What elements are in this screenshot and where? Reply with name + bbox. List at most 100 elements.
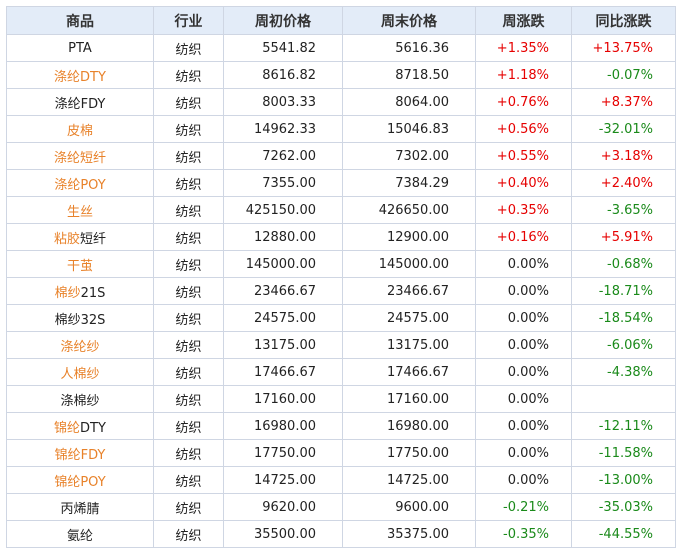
week-start-price-cell: 12880.00 [223,223,343,251]
commodity-name-cell: 棉纱21S [6,277,154,305]
week-change-cell: 0.00% [475,412,572,440]
week-change-cell: -0.35% [475,520,572,548]
commodity-name-cell: 人棉纱 [6,358,154,386]
yoy-change-cell: +2.40% [571,169,676,197]
yoy-change-cell: -35.03% [571,493,676,521]
yoy-change-cell [571,385,676,413]
week-change-cell: +1.18% [475,61,572,89]
commodity-name-cell: 棉纱32S [6,304,154,332]
header-week-start-price: 周初价格 [223,6,343,35]
table-row: 锦纶POY 纺织 14725.00 14725.00 0.00% -13.00% [6,466,676,494]
table-row: 涤纶DTY 纺织 8616.82 8718.50 +1.18% -0.07% [6,61,676,89]
week-end-price-cell: 24575.00 [342,304,476,332]
week-end-price-cell: 17160.00 [342,385,476,413]
header-week-end-price: 周末价格 [342,6,476,35]
commodity-name-text: 涤棉纱 [60,393,100,409]
commodity-name-link[interactable]: 干茧 [66,258,93,274]
table-row: 皮棉 纺织 14962.33 15046.83 +0.56% -32.01% [6,115,676,143]
week-change-cell: 0.00% [475,439,572,467]
commodity-price-table: 商品 行业 周初价格 周末价格 周涨跌 同比涨跌 PTA 纺织 5541.82 561… [6,6,676,548]
week-end-price-cell: 7384.29 [342,169,476,197]
week-end-price-cell: 8064.00 [342,88,476,116]
commodity-name-cell: 粘胶短纤 [6,223,154,251]
commodity-name-suffix: DTY [80,420,106,436]
industry-cell: 纺织 [153,250,224,278]
week-start-price-cell: 8616.82 [223,61,343,89]
industry-cell: 纺织 [153,385,224,413]
week-start-price-cell: 24575.00 [223,304,343,332]
industry-cell: 纺织 [153,493,224,521]
week-start-price-cell: 7262.00 [223,142,343,170]
commodity-name-link[interactable]: 棉纱 [54,285,81,301]
table-row: 干茧 纺织 145000.00 145000.00 0.00% -0.68% [6,250,676,278]
commodity-name-cell: 皮棉 [6,115,154,143]
table-row: 锦纶FDY 纺织 17750.00 17750.00 0.00% -11.58% [6,439,676,467]
commodity-name-link[interactable]: 涤纶短纤 [53,150,106,166]
yoy-change-cell: +13.75% [571,34,676,62]
week-start-price-cell: 16980.00 [223,412,343,440]
commodity-name-text: 涤纶FDY [54,96,106,112]
commodity-name-link[interactable]: 锦纶 [54,420,81,436]
industry-cell: 纺织 [153,88,224,116]
industry-cell: 纺织 [153,331,224,359]
commodity-name-link[interactable]: 人棉纱 [60,366,100,382]
commodity-name-cell: 涤纶FDY [6,88,154,116]
commodity-name-link[interactable]: 锦纶FDY [54,447,106,463]
industry-cell: 纺织 [153,277,224,305]
header-commodity: 商品 [6,6,154,35]
week-change-cell: 0.00% [475,466,572,494]
commodity-name-cell: 涤纶短纤 [6,142,154,170]
commodity-name-cell: 涤纶POY [6,169,154,197]
table-row: 锦纶DTY 纺织 16980.00 16980.00 0.00% -12.11% [6,412,676,440]
industry-cell: 纺织 [153,439,224,467]
yoy-change-cell: -32.01% [571,115,676,143]
week-end-price-cell: 16980.00 [342,412,476,440]
commodity-name-cell: 锦纶POY [6,466,154,494]
industry-cell: 纺织 [153,61,224,89]
commodity-name-link[interactable]: 生丝 [66,204,93,220]
table-body: PTA 纺织 5541.82 5616.36 +1.35% +13.75% 涤纶DTY 纺织 8… [6,34,676,548]
commodity-name-cell: 涤纶纱 [6,331,154,359]
week-start-price-cell: 8003.33 [223,88,343,116]
week-change-cell: -0.21% [475,493,572,521]
yoy-change-cell: -4.38% [571,358,676,386]
week-start-price-cell: 17160.00 [223,385,343,413]
commodity-name-text: 棉纱32S [54,312,106,328]
table-row: 人棉纱 纺织 17466.67 17466.67 0.00% -4.38% [6,358,676,386]
week-start-price-cell: 14962.33 [223,115,343,143]
yoy-change-cell: -18.54% [571,304,676,332]
table-row: 棉纱21S 纺织 23466.67 23466.67 0.00% -18.71% [6,277,676,305]
week-end-price-cell: 23466.67 [342,277,476,305]
yoy-change-cell: -44.55% [571,520,676,548]
table-row: 涤纶POY 纺织 7355.00 7384.29 +0.40% +2.40% [6,169,676,197]
commodity-name-link[interactable]: 锦纶POY [54,474,106,490]
table-row: 氨纶 纺织 35500.00 35375.00 -0.35% -44.55% [6,520,676,548]
week-change-cell: +0.35% [475,196,572,224]
week-end-price-cell: 9600.00 [342,493,476,521]
commodity-name-link[interactable]: 粘胶 [53,231,80,247]
yoy-change-cell: +8.37% [571,88,676,116]
yoy-change-cell: -13.00% [571,466,676,494]
industry-cell: 纺织 [153,115,224,143]
table-row: 丙烯腈 纺织 9620.00 9600.00 -0.21% -35.03% [6,493,676,521]
week-start-price-cell: 7355.00 [223,169,343,197]
week-end-price-cell: 145000.00 [342,250,476,278]
table-header-row: 商品 行业 周初价格 周末价格 周涨跌 同比涨跌 [6,6,676,35]
week-start-price-cell: 23466.67 [223,277,343,305]
commodity-name-link[interactable]: 涤纶纱 [60,339,100,355]
week-start-price-cell: 17750.00 [223,439,343,467]
yoy-change-cell: -18.71% [571,277,676,305]
commodity-name-link[interactable]: 涤纶POY [54,177,106,193]
week-end-price-cell: 426650.00 [342,196,476,224]
yoy-change-cell: -6.06% [571,331,676,359]
week-end-price-cell: 5616.36 [342,34,476,62]
week-change-cell: 0.00% [475,250,572,278]
yoy-change-cell: +5.91% [571,223,676,251]
commodity-name-link[interactable]: 涤纶DTY [54,69,106,85]
commodity-name-cell: 锦纶DTY [6,412,154,440]
yoy-change-cell: -0.68% [571,250,676,278]
table-row: 涤纶短纤 纺织 7262.00 7302.00 +0.55% +3.18% [6,142,676,170]
week-change-cell: +0.16% [475,223,572,251]
table-row: 生丝 纺织 425150.00 426650.00 +0.35% -3.65% [6,196,676,224]
commodity-name-link[interactable]: 皮棉 [66,123,93,139]
